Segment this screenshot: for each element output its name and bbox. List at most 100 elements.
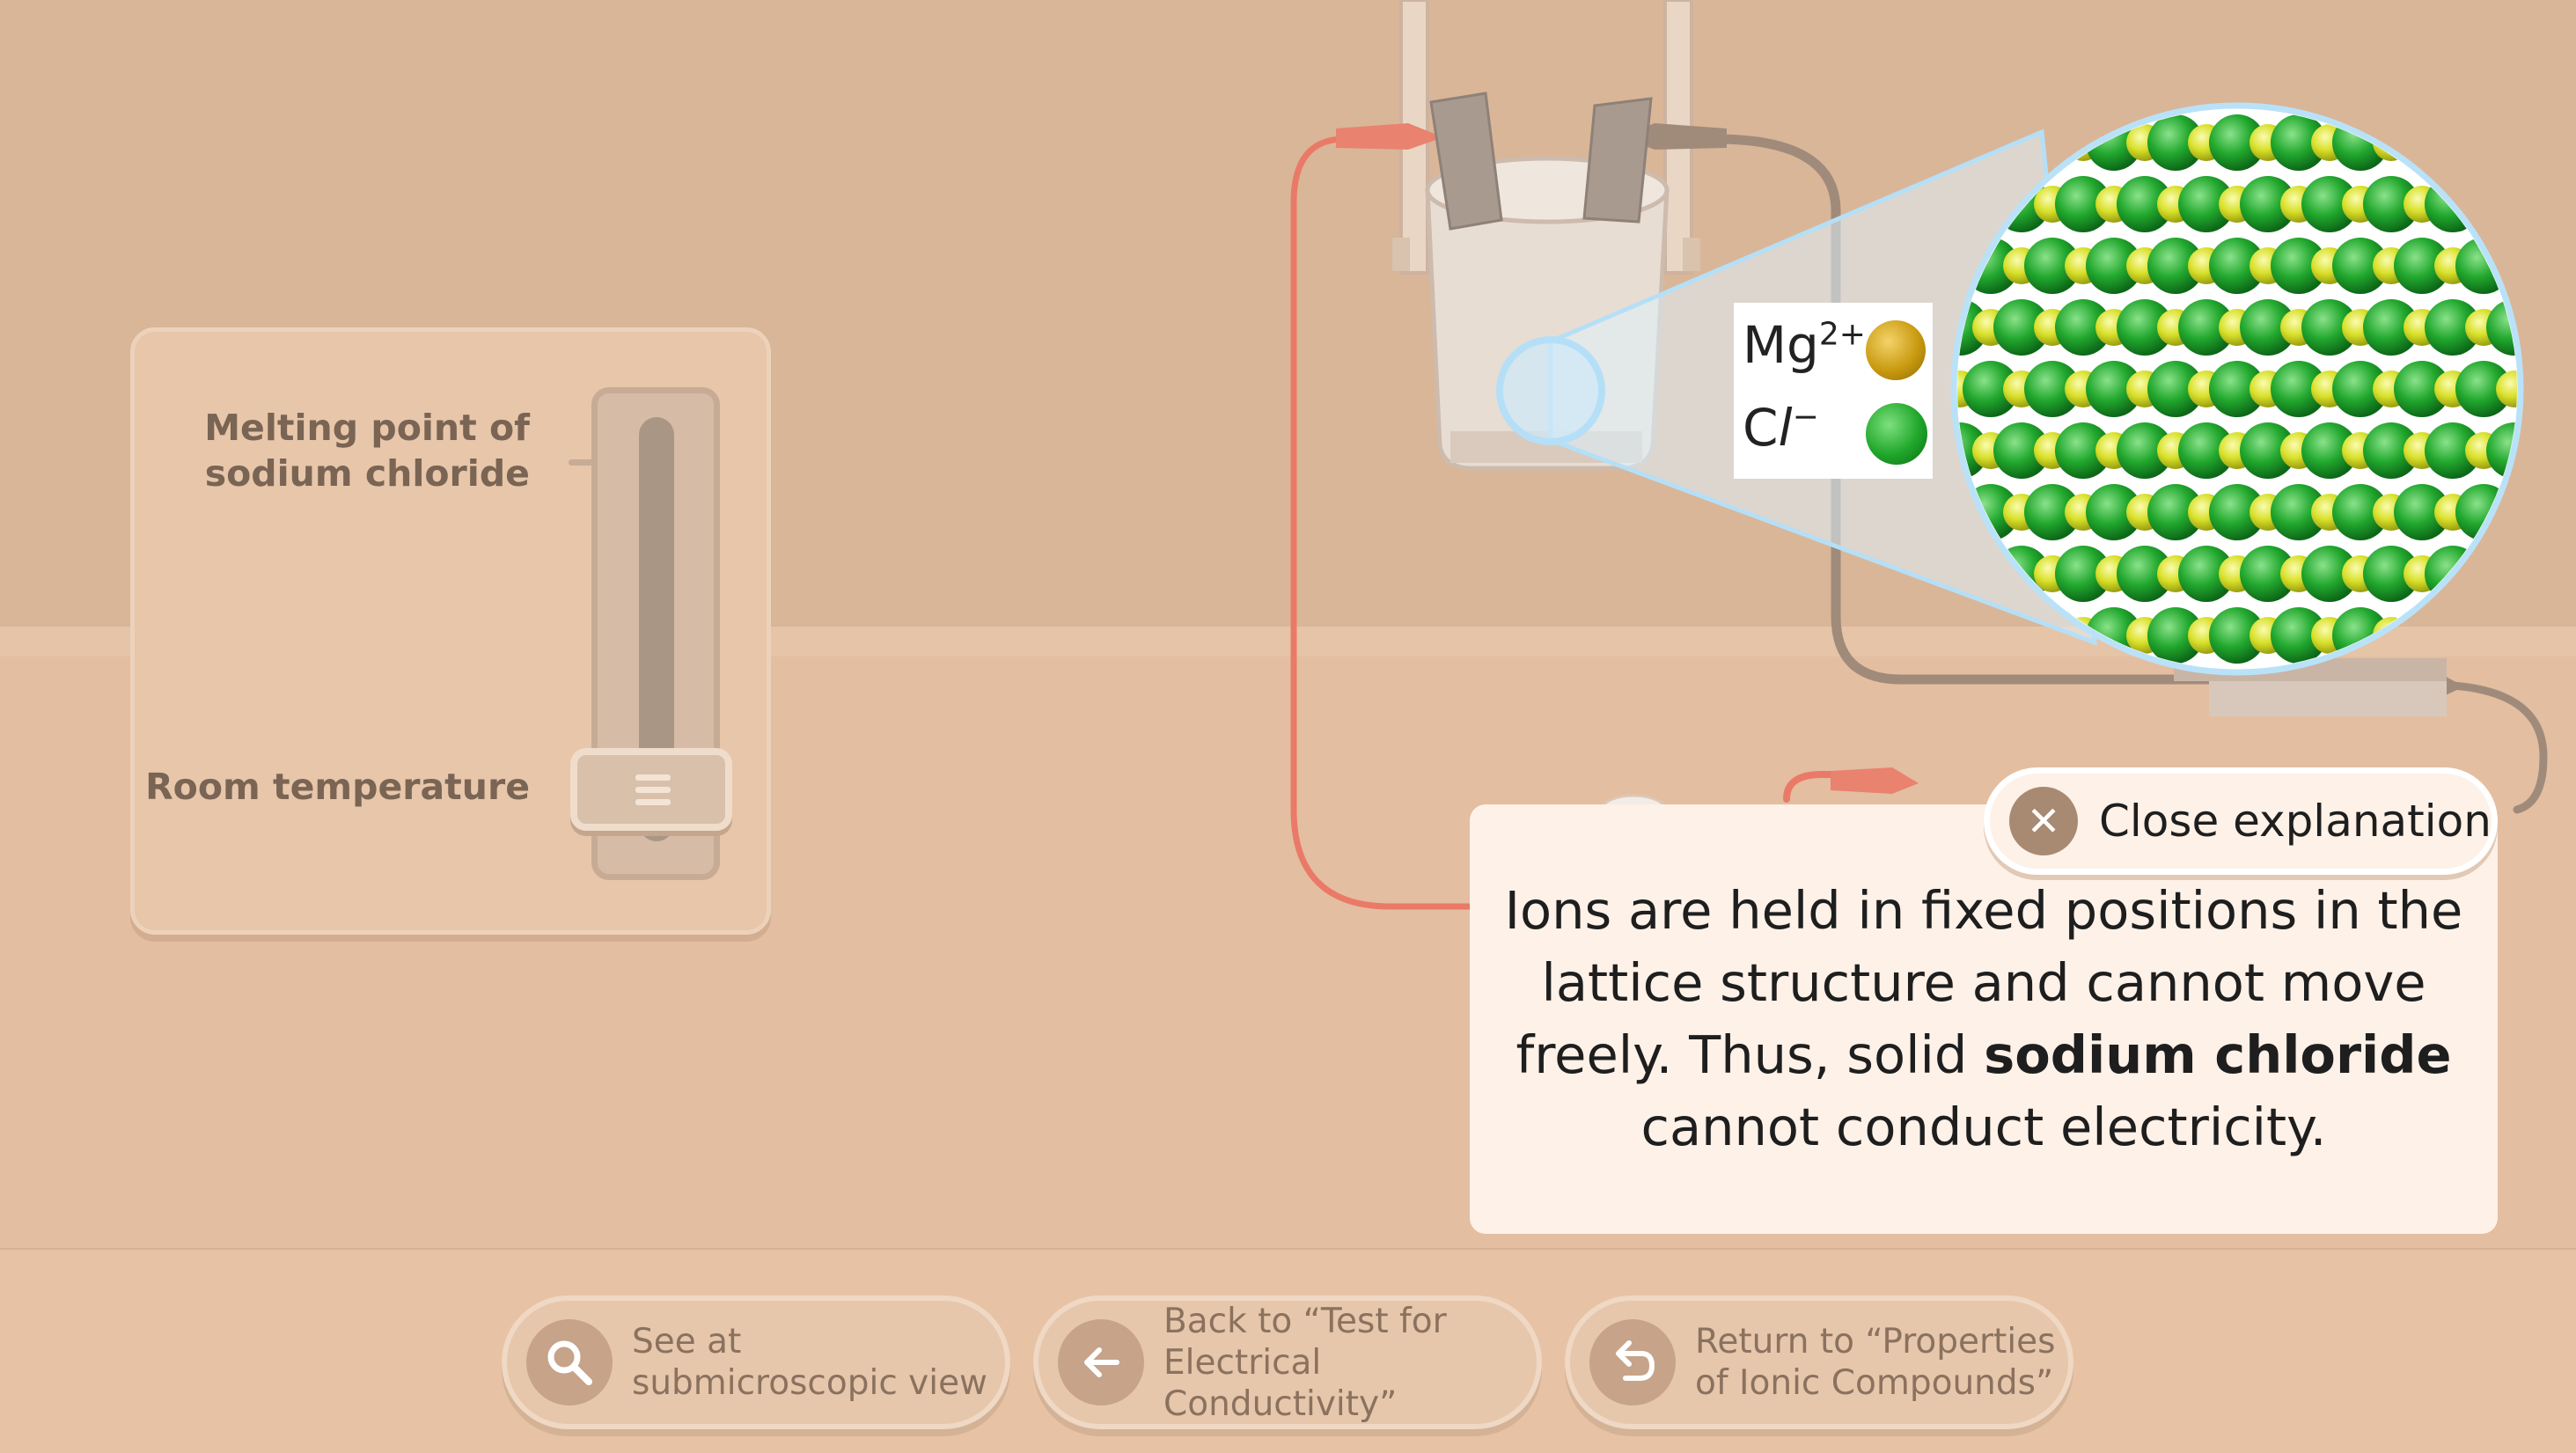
explanation-text: Ions are held in fixed positions in the …: [1504, 880, 2463, 1157]
cl-ion: [2271, 484, 2327, 540]
legend-cl-label: Cl−: [1743, 398, 1819, 458]
cl-ion: [2086, 0, 2142, 48]
submicroscopic-view-label: See at submicroscopic view: [632, 1322, 987, 1403]
cl-ion: [2240, 422, 2296, 479]
mg-ion: [2527, 679, 2564, 715]
cl-ion: [2271, 0, 2327, 48]
cl-ion: [2332, 361, 2389, 417]
cl-ion: [2024, 0, 2081, 48]
mg-ion: [2527, 555, 2564, 592]
mg-ion: [2496, 371, 2517, 407]
cl-ion: [2486, 176, 2517, 232]
cl-ion: [1839, 114, 1896, 171]
mg-ion: [2188, 1, 2225, 38]
explanation-card: Ions are held in fixed positions in the …: [1470, 804, 2498, 1234]
cl-ion: [2394, 361, 2450, 417]
cl-ion: [1963, 361, 2019, 417]
melting-point-label: Melting point of sodium chloride: [204, 407, 530, 495]
back-to-test-label: Back to “Test for Electrical Conductivit…: [1163, 1301, 1447, 1424]
mg-ion: [1972, 62, 2009, 99]
mg-ion: [2157, 62, 2194, 99]
mg-ion: [1957, 617, 1978, 654]
mg-ion: [2249, 1, 2286, 38]
cl-ion: [2117, 53, 2173, 109]
mg-ion: [2434, 124, 2471, 161]
cl-ion: [1932, 53, 1988, 109]
cl-ion: [2209, 114, 2265, 171]
temperature-slider-handle[interactable]: [570, 748, 732, 831]
cl-ion: [2271, 361, 2327, 417]
mg-ion: [2558, 1, 2576, 38]
cl-ion: [2363, 53, 2419, 109]
cl-ion: [2178, 546, 2235, 602]
ion-legend: Mg2+ Cl−: [1734, 303, 1933, 479]
cl-ion: [2301, 176, 2358, 232]
cl-ion: [1778, 607, 1834, 664]
cl-ion: [2055, 422, 2111, 479]
submicroscopic-view-button[interactable]: See at submicroscopic view: [502, 1295, 1010, 1429]
cl-ion: [2455, 114, 2512, 171]
cl-ion: [2055, 299, 2111, 356]
cl-ion: [2271, 607, 2327, 664]
mg-ion: [2465, 62, 2502, 99]
cl-ion: [2548, 176, 2576, 232]
mg-ion: [1911, 62, 1948, 99]
return-to-properties-button[interactable]: Return to “Properties of Ionic Compounds…: [1565, 1295, 2073, 1429]
cl-ion: [2548, 299, 2576, 356]
cl-ion: [2363, 176, 2419, 232]
grip-line: [635, 774, 671, 781]
close-explanation-label: Close explanation: [2099, 796, 2492, 847]
cl-ion: [1870, 53, 1926, 109]
cl-ion: [2086, 238, 2142, 294]
cl-ion: [1809, 669, 1865, 725]
cl-ion: [2517, 361, 2573, 417]
cl-ion: [2147, 114, 2204, 171]
cl-ion: [2147, 484, 2204, 540]
return-to-properties-label: Return to “Properties of Ionic Compounds…: [1695, 1322, 2056, 1403]
cl-ion: [1901, 0, 1957, 48]
mg-ion: [1818, 124, 1855, 161]
mg-ion: [2496, 617, 2517, 654]
cl-ion: [2455, 607, 2512, 664]
cl-ion: [1901, 114, 1957, 171]
mg-ion: [2003, 617, 2040, 654]
cl-ion: [2117, 546, 2173, 602]
cl-ion: [1901, 607, 1957, 664]
mg-ion: [2342, 62, 2379, 99]
cl-ion: [1963, 0, 2019, 48]
cl-ion: [2486, 546, 2517, 602]
cl-ion: [2209, 607, 2265, 664]
mg-ion: [1880, 1, 1917, 38]
mg-ion: [2527, 432, 2564, 469]
mg-ion: [2496, 124, 2517, 161]
cl-ion: [2271, 114, 2327, 171]
cl-ion: [2548, 53, 2576, 109]
cl-ion: [2055, 176, 2111, 232]
mg-ion: [2558, 494, 2576, 531]
cl-ion: [2332, 238, 2389, 294]
mg-ion-swatch: [1866, 320, 1926, 380]
cl-ion: [2425, 299, 2481, 356]
mg-ion: [2003, 1, 2040, 38]
circuit-wires: [1290, 134, 2548, 910]
cl-ion: [2240, 299, 2296, 356]
cl-ion: [2240, 176, 2296, 232]
mg-ion: [2465, 186, 2502, 223]
cl-ion: [2517, 238, 2573, 294]
cl-ion: [2209, 361, 2265, 417]
room-temperature-label: Room temperature: [145, 766, 530, 808]
cl-ion: [2394, 238, 2450, 294]
cl-ion: [2240, 53, 2296, 109]
cl-ion: [2209, 0, 2265, 48]
mg-ion: [2311, 1, 2348, 38]
back-to-test-button[interactable]: Back to “Test for Electrical Conductivit…: [1033, 1295, 1542, 1429]
cl-ion: [2548, 669, 2576, 725]
cl-ion: [2147, 238, 2204, 294]
mg-ion: [1880, 617, 1917, 654]
cl-ion: [2548, 422, 2576, 479]
close-icon: ✕: [2009, 787, 2078, 855]
close-explanation-button[interactable]: ✕ Close explanation: [1984, 767, 2498, 875]
mg-ion: [2065, 1, 2102, 38]
mg-ion: [2434, 617, 2471, 654]
